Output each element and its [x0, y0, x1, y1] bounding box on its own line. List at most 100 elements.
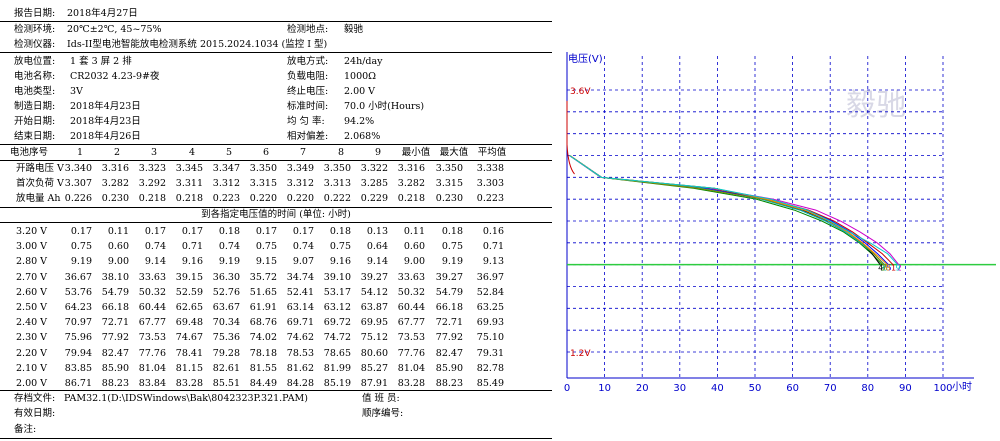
table-cell: 0.74	[144, 241, 166, 253]
row-label: 2.70 V	[16, 271, 48, 283]
table-cell: 3.315	[249, 178, 277, 189]
table-cell: 82.47	[101, 347, 129, 359]
table-cell: 69.93	[476, 317, 504, 329]
table-cell: 36.30	[212, 271, 240, 283]
table-cell: 79.31	[476, 347, 504, 359]
table-cell: 88.23	[435, 378, 463, 389]
table-cell: 81.62	[286, 362, 314, 374]
table-cell: 64.23	[64, 302, 92, 313]
table-cell: 36.97	[476, 271, 504, 283]
table-cell: 9.16	[181, 256, 203, 268]
table-cell: 70.34	[212, 317, 240, 329]
table-cell: 3.303	[476, 178, 504, 189]
table-cell: 3.350	[323, 163, 351, 174]
table-cell: 75.12	[360, 332, 388, 344]
x-tick-label: 60	[786, 383, 799, 394]
table-cell: 39.10	[323, 271, 351, 283]
y-marker-top: 3.6V	[570, 87, 591, 97]
column-header: 平均值	[477, 147, 507, 158]
divider	[0, 207, 552, 208]
column-header: 1	[76, 147, 84, 158]
info-value: 2018年4月26日	[70, 131, 141, 142]
series-end-label: 3	[880, 264, 885, 273]
table-cell: 63.14	[286, 302, 314, 313]
info-label: 开始日期:	[14, 116, 56, 127]
table-cell: 62.65	[175, 302, 203, 313]
x-tick-label: 90	[899, 383, 912, 394]
table-cell: 0.18	[329, 226, 351, 237]
info-label: 结束日期:	[14, 131, 56, 142]
table-cell: 85.90	[101, 362, 129, 374]
info-label: 负载电阻:	[287, 71, 329, 82]
table-cell: 0.11	[107, 226, 129, 237]
series-end-label: 5	[887, 264, 892, 273]
table-cell: 81.55	[249, 362, 277, 374]
table-cell: 83.84	[138, 378, 166, 389]
table-cell: 72.71	[435, 317, 463, 329]
table-cell: 36.67	[64, 271, 92, 283]
env-label: 检测环境:	[14, 24, 56, 35]
table-cell: 0.218	[397, 193, 425, 204]
table-cell: 3.282	[101, 178, 129, 189]
table-cell: 86.71	[64, 378, 92, 389]
table-row: 2.60 V 53.76 54.79 50.32 52.59 52.76 51.65 52.4…	[0, 285, 552, 300]
info-row: 电池名称: CR2032 4.23-9#夜 负载电阻: 1000Ω	[0, 69, 552, 84]
column-header: 最小值	[401, 147, 431, 158]
test-report: 报告日期: 2018年4月27日 检测环境: 20℃±2℃, 45~75% 检测…	[0, 8, 552, 439]
table-cell: 39.27	[435, 271, 463, 283]
valid-date-row: 有效日期: 顺序编号:	[0, 406, 552, 421]
table-cell: 9.15	[255, 256, 277, 268]
table-cell: 0.71	[482, 241, 504, 253]
info-label: 电池类型:	[14, 86, 56, 97]
table-cell: 0.222	[323, 193, 351, 204]
divider	[0, 21, 552, 22]
duty-label: 值 班 员:	[362, 393, 400, 404]
series-line-4	[569, 155, 881, 265]
table-cell: 82.78	[476, 362, 504, 374]
info-value: 2.068%	[344, 131, 381, 142]
x-tick-label: 20	[636, 383, 649, 394]
table-cell: 38.10	[101, 271, 129, 283]
table-cell: 63.67	[212, 302, 240, 313]
table-cell: 0.17	[70, 226, 92, 237]
table-cell: 66.18	[435, 302, 463, 313]
table-cell: 52.76	[212, 286, 240, 298]
info-value: 70.0 小时(Hours)	[344, 101, 425, 112]
x-tick-label: 80	[861, 383, 874, 394]
discharge-chart-svg: 毅驰 电压(V) 小时 0 10 20 30 40 50 60 70 80 90 100 3.6V 1.2V 1…	[564, 52, 996, 394]
y-marker-bottom: 1.2V	[570, 349, 591, 359]
x-axis-label: 小时	[952, 381, 972, 393]
table-cell: 74.62	[286, 332, 314, 344]
table-cell: 52.84	[476, 286, 504, 298]
notes-label: 备注:	[14, 424, 37, 435]
table-cell: 0.220	[249, 193, 277, 204]
series-end-label: 6	[883, 264, 888, 273]
table-cell: 3.307	[64, 178, 92, 189]
table-cell: 88.23	[101, 378, 129, 389]
table-row: 开路电压 V 3.340 3.316 3.323 3.345 3.347 3.350 3.34…	[0, 161, 552, 176]
table-cell: 80.60	[360, 347, 388, 359]
table-row: 2.30 V 75.96 77.92 73.53 74.67 75.36 74.02 74.6…	[0, 330, 552, 345]
table-cell: 3.350	[249, 163, 277, 174]
table-cell: 50.32	[397, 286, 425, 298]
series-line-2	[568, 155, 900, 265]
column-header: 电池序号	[10, 147, 49, 158]
row-label: 2.50 V	[16, 302, 48, 313]
x-tick-label: 10	[598, 383, 611, 394]
info-value: 24h/day	[344, 56, 383, 67]
table-cell: 3.312	[212, 178, 240, 189]
column-header: 3	[150, 147, 158, 158]
info-label: 相对偏差:	[287, 131, 329, 142]
table-cell: 3.347	[212, 163, 240, 174]
table-cell: 9.14	[144, 256, 166, 268]
table-row: 放电量 Ah 0.226 0.230 0.218 0.218 0.223 0.220 0.22…	[0, 191, 552, 206]
table-cell: 82.61	[212, 362, 240, 374]
series-initial	[566, 100, 575, 175]
table-cell: 0.75	[70, 241, 92, 253]
info-row: 开始日期: 2018年4月23日 均 匀 率: 94.2%	[0, 114, 552, 129]
table-cell: 52.41	[286, 286, 314, 298]
y-axis-label: 电压(V)	[568, 52, 603, 65]
table-cell: 83.28	[397, 378, 425, 389]
time-table-title-row: 到各指定电压值的时间 (单位: 小时)	[0, 207, 552, 222]
row-label: 2.00 V	[16, 378, 48, 389]
